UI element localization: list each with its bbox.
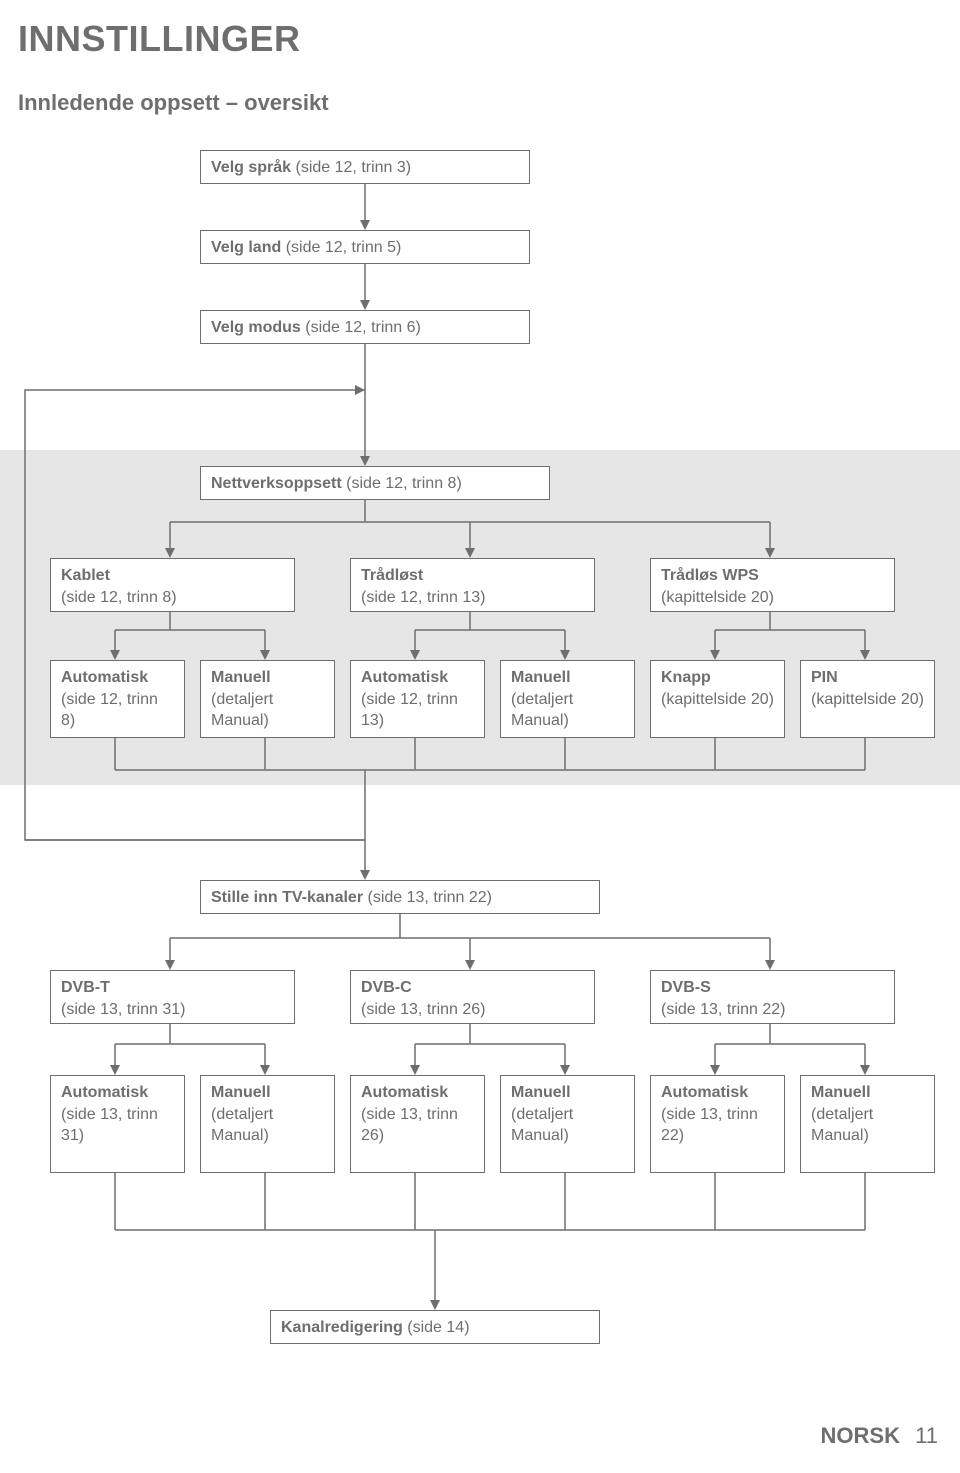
connectors xyxy=(0,0,960,1473)
